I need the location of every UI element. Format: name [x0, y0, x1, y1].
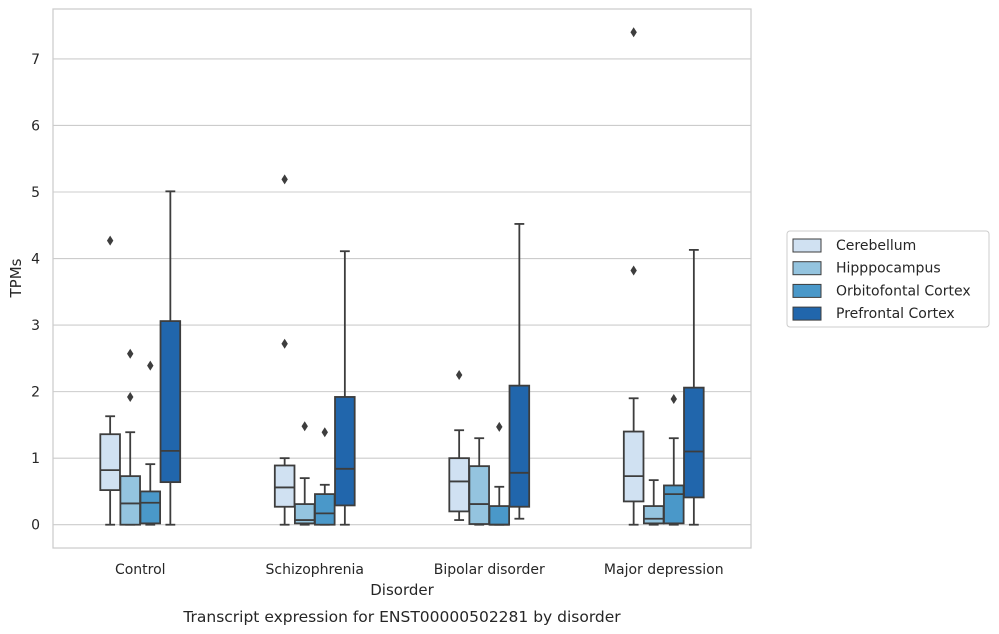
y-tick-label: 5: [31, 185, 40, 201]
box: [488, 505, 511, 526]
box: [159, 320, 182, 484]
outlier-point: [127, 348, 134, 359]
x-axis-label: Disorder: [370, 581, 434, 599]
y-axis-ticks: 0 1 2 3 4 5 6 7: [31, 52, 40, 534]
legend-label: Cerebellum: [836, 238, 916, 254]
box: [139, 490, 162, 525]
outlier-point: [106, 235, 114, 246]
outlier-point: [455, 369, 463, 380]
series-0: [99, 27, 645, 526]
y-tick-label: 7: [31, 52, 40, 68]
legend-swatch: [792, 306, 822, 321]
series-2: [139, 360, 685, 526]
series-1: [119, 348, 665, 526]
box: [273, 464, 296, 508]
x-tick-label: Bipolar disorder: [434, 562, 545, 578]
box: [683, 386, 705, 499]
outlier-point: [147, 360, 154, 371]
y-tick-label: 3: [31, 318, 40, 334]
legend: Cerebellum Hipppocampus Orbitofontal Corte…: [786, 230, 990, 328]
x-tick-label: Schizophrenia: [266, 562, 364, 578]
series-3: [159, 190, 705, 526]
legend-label: Orbitofontal Cortex: [836, 283, 971, 299]
outlier-point: [321, 427, 328, 438]
box-series: [99, 27, 705, 526]
y-axis-label: TPMs: [7, 258, 25, 298]
box: [119, 475, 141, 526]
outlier-point: [630, 27, 637, 38]
figure-caption: Transcript expression for ENST0000050228…: [182, 608, 621, 626]
legend-frame: [786, 230, 990, 328]
box: [642, 505, 665, 525]
box: [508, 384, 531, 508]
outlier-point: [301, 421, 308, 432]
gridlines: [53, 58, 751, 526]
y-tick-label: 2: [31, 385, 40, 401]
legend-swatch: [792, 261, 822, 276]
box: [468, 465, 490, 525]
x-tick-label: Major depression: [604, 562, 724, 578]
box: [663, 484, 685, 525]
legend-label: Prefrontal Cortex: [836, 306, 955, 322]
outlier-point: [281, 338, 288, 349]
y-tick-label: 0: [31, 518, 40, 534]
outlier-point: [670, 393, 677, 404]
x-tick-label: Control: [115, 562, 166, 578]
box: [448, 457, 470, 513]
box: [314, 493, 336, 526]
legend-swatch: [792, 238, 822, 253]
plot-area-frame: [52, 8, 752, 549]
y-tick-label: 4: [31, 252, 40, 268]
legend-label: Hipppocampus: [836, 261, 941, 277]
y-tick-label: 6: [31, 118, 40, 134]
outlier-point: [127, 391, 134, 402]
legend-swatch: [792, 283, 822, 298]
box: [99, 433, 121, 492]
outlier-point: [630, 265, 637, 276]
outlier-point: [281, 174, 288, 185]
y-tick-label: 1: [31, 451, 40, 467]
x-axis-ticks: Control Schizophrenia Bipolar disorder Majo…: [115, 562, 724, 578]
box: [622, 430, 645, 503]
box: [334, 396, 356, 507]
outlier-point: [496, 421, 503, 432]
